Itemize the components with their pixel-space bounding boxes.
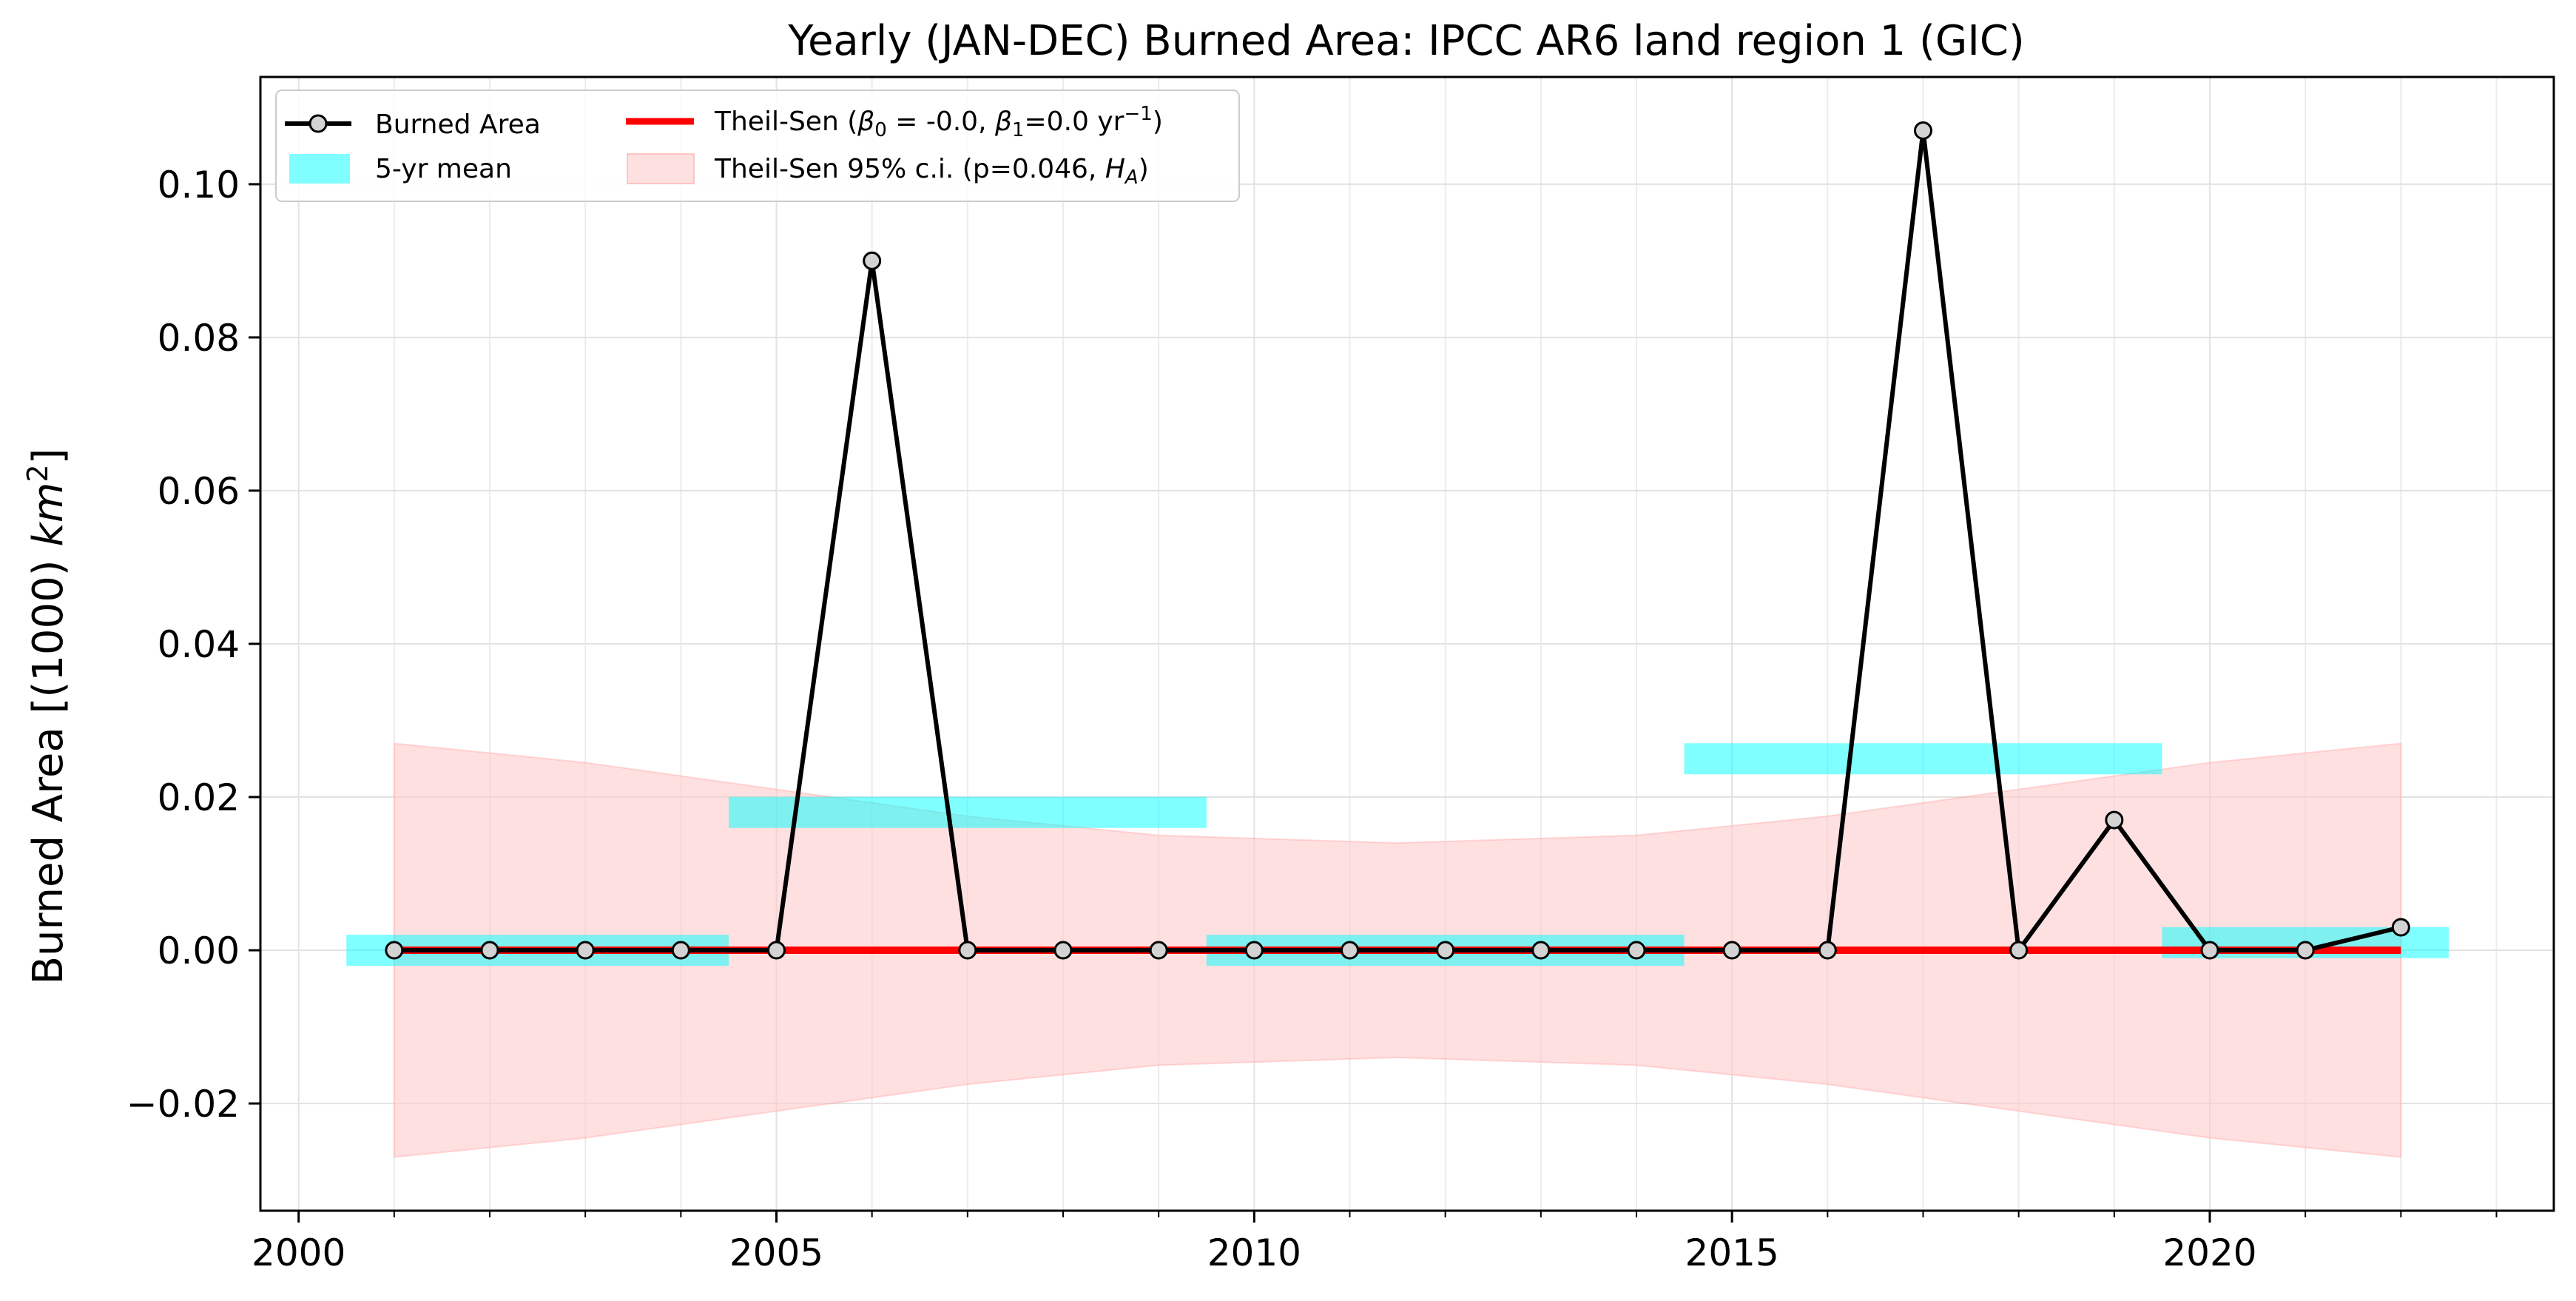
burned-area-point <box>480 941 499 960</box>
x-tick-label: 2000 <box>252 1231 345 1274</box>
chart-title: Yearly (JAN-DEC) Burned Area: IPCC AR6 l… <box>787 17 2025 65</box>
y-tick-label: 0.10 <box>158 164 240 206</box>
y-axis-label: Burned Area [(1000) km2] <box>21 448 73 985</box>
burned-area-point <box>1436 941 1455 960</box>
burned-area-point <box>576 941 595 960</box>
burned-area-point <box>1341 941 1359 960</box>
legend-theil-sen-ci-label: Theil-Sen 95% c.i. (p=0.046, HA) <box>714 154 1149 189</box>
burned-area-point <box>1149 941 1168 960</box>
five-year-mean-bar <box>728 796 1207 828</box>
burned-area-point <box>1722 941 1742 960</box>
legend-frame <box>275 90 1240 202</box>
y-tick-label: 0.08 <box>158 317 240 360</box>
burned-area-point <box>1531 941 1551 960</box>
y-tick-label: −0.02 <box>127 1083 240 1126</box>
x-tick-label: 2015 <box>1685 1231 1779 1274</box>
five-year-mean-bar <box>1684 743 2162 775</box>
burned-area-point <box>2391 918 2410 937</box>
burned-area-point <box>863 251 882 270</box>
burned-area-point <box>1244 941 1264 960</box>
burned-area-point <box>2105 810 2124 830</box>
legend: Burned Area 5-yr mean Theil-Sen (β0 = -0… <box>275 90 1240 202</box>
legend-burned-area-label: Burned Area <box>375 110 541 140</box>
legend-theil-sen-label: Theil-Sen (β0 = -0.0, β1=0.0 yr−1) <box>714 103 1163 141</box>
legend-five-year-mean-label: 5-yr mean <box>375 154 512 184</box>
x-tick-label: 2005 <box>729 1231 823 1274</box>
burned-area-point <box>1627 941 1646 960</box>
x-tick-label: 2010 <box>1207 1231 1301 1274</box>
burned-area-point <box>2200 941 2219 960</box>
burned-area-point <box>2296 941 2315 960</box>
burned-area-line <box>394 128 2402 953</box>
x-tick-label: 2020 <box>2162 1231 2256 1274</box>
burned-area-point <box>385 941 404 960</box>
burned-area-point <box>1053 941 1073 960</box>
y-tick-label: 0.04 <box>158 623 240 666</box>
burned-area-point <box>767 941 786 960</box>
legend-five-year-mean-patch <box>289 154 350 184</box>
burned-area-point <box>2009 941 2029 960</box>
burned-area-point <box>958 941 977 960</box>
y-tick-label: 0.00 <box>158 929 240 972</box>
burned-area-point <box>1818 941 1837 960</box>
y-tick-label: 0.06 <box>158 470 240 513</box>
burned-area-point <box>1914 121 1932 140</box>
burned-area-series <box>385 121 2410 960</box>
legend-burned-area-marker <box>308 114 328 133</box>
burned-area-point <box>671 941 690 960</box>
y-tick-label: 0.02 <box>158 776 240 819</box>
axes: 2000 2005 2010 2015 2020 −0.02 0.00 0.02 0.04 0.0… <box>127 75 2555 1274</box>
legend-theil-sen-ci-patch <box>627 153 695 184</box>
